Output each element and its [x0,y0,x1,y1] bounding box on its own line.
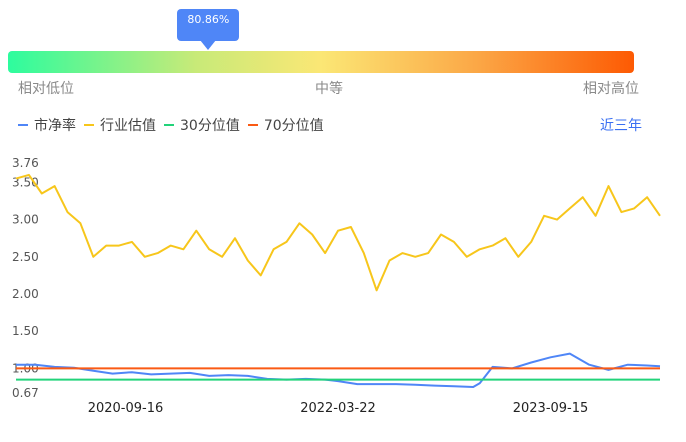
legend-swatch-icon [164,124,174,126]
valuation-gauge-bar [8,51,634,73]
legend-item-p70[interactable]: 70分位值 [247,115,324,135]
x-tick-label: 2022-03-22 [300,401,376,416]
y-tick-label: 2.00 [12,287,39,301]
percentile-tooltip: 80.86% [177,9,240,41]
tooltip-pointer-icon [200,40,217,50]
legend-label: 行业估值 [100,118,156,134]
y-tick-label: 3.00 [12,213,39,227]
y-tick-label: 3.76 [12,156,39,170]
y-tick-label: 2.50 [12,250,39,264]
range-selector-link[interactable]: 近三年 [600,118,642,134]
valuation-line-chart: 3.763.503.002.502.001.501.000.67 2020-09… [12,156,661,416]
legend-label: 70分位值 [263,118,324,134]
legend-swatch-icon [247,124,258,126]
y-axis: 3.763.503.002.502.001.501.000.67 [12,156,39,400]
mid-label: 中等 [315,81,343,97]
low-label: 相对低位 [18,81,74,97]
y-tick-label: 1.50 [12,324,39,338]
legend-label: 市净率 [34,118,76,134]
tooltip-value: 80.86% [187,13,230,26]
legend-swatch-icon [84,124,94,126]
x-tick-label: 2023-09-15 [513,401,589,416]
series-lines [15,173,661,388]
legend-label: 30分位值 [180,118,240,134]
y-tick-label: 0.67 [12,386,39,400]
x-tick-label: 2020-09-16 [88,401,164,416]
x-axis: 2020-09-16 2022-03-22 2023-09-15 [88,401,589,416]
chart-legend: 市净率 行业估值 30分位值 70分位值 [18,115,324,135]
legend-item-p30[interactable]: 30分位值 [164,115,240,135]
legend-swatch-icon [18,124,28,126]
high-label: 相对高位 [583,81,639,97]
series-line [15,173,661,292]
legend-item-pb[interactable]: 市净率 [18,115,76,135]
legend-item-industry[interactable]: 行业估值 [84,115,156,135]
series-line [16,352,661,388]
